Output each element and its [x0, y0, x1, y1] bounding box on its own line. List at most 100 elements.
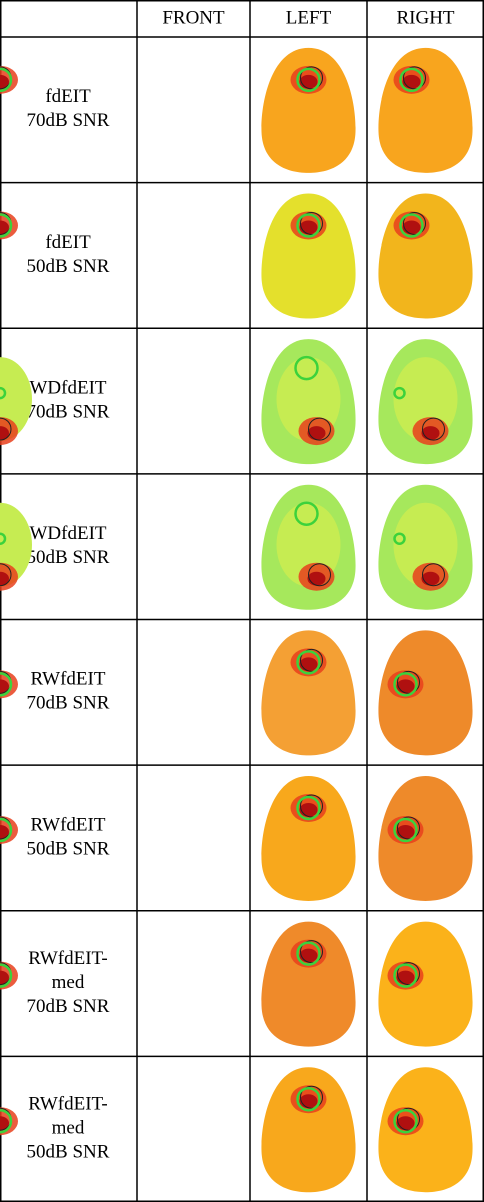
activity-core — [0, 220, 9, 235]
target-marker — [294, 501, 319, 526]
true-inclusion — [300, 794, 323, 818]
true-inclusion — [0, 417, 12, 441]
head-shape — [378, 1067, 473, 1193]
true-inclusion — [300, 648, 323, 672]
reconstruction-image — [378, 47, 473, 173]
true-inclusion — [308, 563, 331, 587]
activity-core — [307, 426, 326, 441]
activity-core — [396, 824, 415, 839]
activity-core — [307, 571, 326, 586]
activity-core — [0, 970, 9, 985]
column-header: RIGHT — [396, 7, 454, 28]
reconstruction-image — [378, 339, 473, 465]
row-label: 50dB SNR — [27, 547, 110, 568]
activity-core — [396, 679, 415, 694]
reconstruction-image — [261, 193, 356, 319]
target-marker — [296, 213, 321, 238]
target-marker — [0, 67, 13, 93]
activity-core — [0, 824, 9, 839]
activity-core — [396, 1116, 415, 1131]
target-marker — [399, 67, 424, 93]
head-shape — [261, 193, 356, 319]
true-inclusion — [422, 417, 445, 441]
activity-core — [396, 970, 415, 985]
reconstruction-image — [0, 815, 18, 844]
target-marker — [0, 1108, 13, 1134]
target-marker — [393, 532, 406, 545]
row-label: WDfdEIT — [29, 377, 106, 398]
activity-core — [421, 426, 440, 441]
target-marker — [0, 672, 13, 697]
reconstruction-image — [261, 47, 356, 173]
row-label: RWfdEIT- — [28, 1094, 108, 1115]
row-label: WDfdEIT — [29, 523, 106, 544]
true-inclusion — [300, 1085, 323, 1109]
true-inclusion — [0, 563, 12, 587]
reconstruction-image — [261, 484, 356, 610]
reconstruction-image — [378, 484, 473, 610]
target-marker — [399, 213, 424, 238]
row-label: 70dB SNR — [27, 110, 110, 131]
head-shape — [378, 775, 473, 901]
target-marker — [294, 355, 319, 381]
activity-core — [0, 571, 9, 586]
head-shape — [378, 921, 473, 1047]
row-label: 70dB SNR — [27, 693, 110, 714]
target-marker — [393, 386, 406, 400]
true-inclusion — [300, 211, 323, 235]
activity-core — [299, 657, 318, 672]
row-label: med — [52, 1118, 85, 1139]
target-marker — [0, 817, 13, 843]
reconstruction-image — [0, 670, 18, 699]
reconstruction-image — [378, 193, 473, 319]
target-marker — [296, 1086, 321, 1112]
row-label: 50dB SNR — [27, 256, 110, 277]
activity-core — [299, 1094, 318, 1109]
row-label: RWfdEIT — [31, 814, 106, 835]
true-inclusion — [397, 816, 420, 840]
head-shape — [261, 921, 356, 1047]
target-marker — [296, 650, 321, 675]
reconstruction-image — [0, 357, 32, 446]
target-marker — [296, 67, 321, 93]
reconstruction-image — [261, 921, 356, 1047]
row-label: RWfdEIT- — [28, 948, 108, 969]
activity-core — [299, 220, 318, 235]
column-header: LEFT — [286, 7, 332, 28]
target-marker — [393, 817, 418, 843]
row-label: 70dB SNR — [27, 996, 110, 1017]
reconstruction-image — [0, 961, 18, 990]
head-shape — [261, 1067, 356, 1193]
row-label: 50dB SNR — [27, 838, 110, 859]
activity-core — [0, 426, 9, 441]
reconstruction-image — [378, 775, 473, 901]
target-marker — [296, 795, 321, 821]
target-marker — [393, 1108, 418, 1134]
row-label: 70dB SNR — [27, 401, 110, 422]
reconstruction-image — [261, 1067, 356, 1193]
true-inclusion — [300, 940, 323, 964]
target-marker — [393, 672, 418, 697]
head-shape — [261, 630, 356, 756]
activity-core — [402, 74, 421, 89]
activity-core — [299, 948, 318, 963]
head-shape — [378, 630, 473, 756]
reconstruction-image — [261, 630, 356, 756]
target-marker — [296, 941, 321, 966]
true-inclusion — [397, 670, 420, 694]
reconstruction-image — [261, 339, 356, 465]
activity-core — [299, 74, 318, 89]
reconstruction-image — [378, 1067, 473, 1193]
true-inclusion — [397, 1107, 420, 1131]
true-inclusion — [403, 211, 426, 235]
true-inclusion — [422, 563, 445, 587]
true-inclusion — [308, 417, 331, 441]
activity-core — [299, 802, 318, 817]
true-inclusion — [300, 66, 323, 90]
head-shape — [261, 47, 356, 173]
activity-core — [421, 571, 440, 586]
activity-core — [0, 679, 9, 694]
target-marker — [393, 963, 418, 988]
reconstruction-image — [0, 211, 18, 240]
